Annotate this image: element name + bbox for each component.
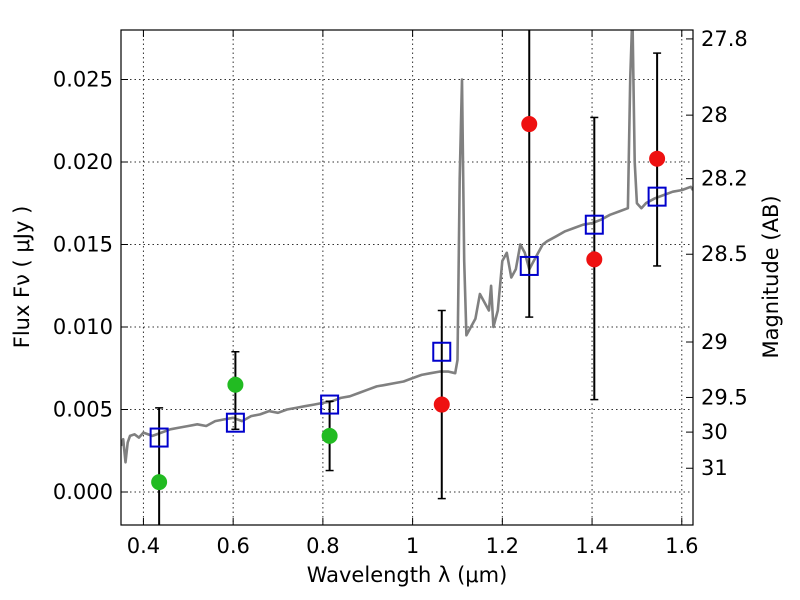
mag-tick-label: 27.8 (701, 27, 748, 51)
observed-flux-point (649, 150, 666, 167)
x-tick-label: 1.6 (665, 534, 698, 558)
x-tick-label: 0.6 (216, 534, 249, 558)
y-tick-label: 0.015 (53, 233, 113, 257)
x-axis-title: Wavelength λ (μm) (307, 563, 508, 587)
model-flux-square (225, 412, 245, 433)
x-tick-label: 1 (406, 534, 419, 558)
observed-flux-point (586, 251, 603, 268)
x-tick-label: 0.8 (306, 534, 339, 558)
model-flux-square (519, 255, 539, 276)
y-axis-title-left: Flux Fν ( μJy ) (10, 206, 34, 349)
model-flux-square (647, 186, 667, 207)
y-tick-label: 0.010 (53, 315, 113, 339)
mag-tick-label: 29 (701, 330, 728, 354)
y-axis-title-right: Magnitude (AB) (759, 195, 783, 358)
model-spectrum-line (121, 30, 693, 464)
plot-area (121, 30, 693, 525)
observed-flux-point (151, 474, 168, 491)
mag-tick-label: 30 (701, 420, 728, 444)
grid-lines (121, 30, 693, 525)
y-tick-label: 0.025 (53, 68, 113, 92)
data-layer (121, 30, 693, 525)
mag-tick-label: 29.5 (701, 385, 748, 409)
observed-flux-point (433, 396, 450, 413)
model-flux-square (320, 394, 340, 415)
x-tick-label: 0.4 (127, 534, 160, 558)
observed-flux-point (521, 116, 538, 133)
x-tick-label: 1.4 (575, 534, 608, 558)
mag-tick-label: 28.5 (701, 242, 748, 266)
axes: 0.4 0.6 0.8 1 1.2 1.4 1.6 0.000 0.005 0.010 0.015 0… (53, 27, 748, 558)
mag-tick-label: 31 (701, 456, 728, 480)
observed-flux-point (321, 427, 338, 444)
y-tick-label: 0.020 (53, 150, 113, 174)
model-flux-square (432, 341, 452, 362)
plot-frame (120, 29, 694, 526)
x-tick-label: 1.2 (486, 534, 519, 558)
mag-tick-label: 28 (701, 103, 728, 127)
y-tick-label: 0.005 (53, 398, 113, 422)
model-flux-square (584, 214, 604, 235)
y-tick-label: 0.000 (53, 480, 113, 504)
mag-tick-label: 28.2 (701, 167, 748, 191)
model-flux-square (149, 427, 169, 448)
observed-flux-point (227, 376, 244, 393)
